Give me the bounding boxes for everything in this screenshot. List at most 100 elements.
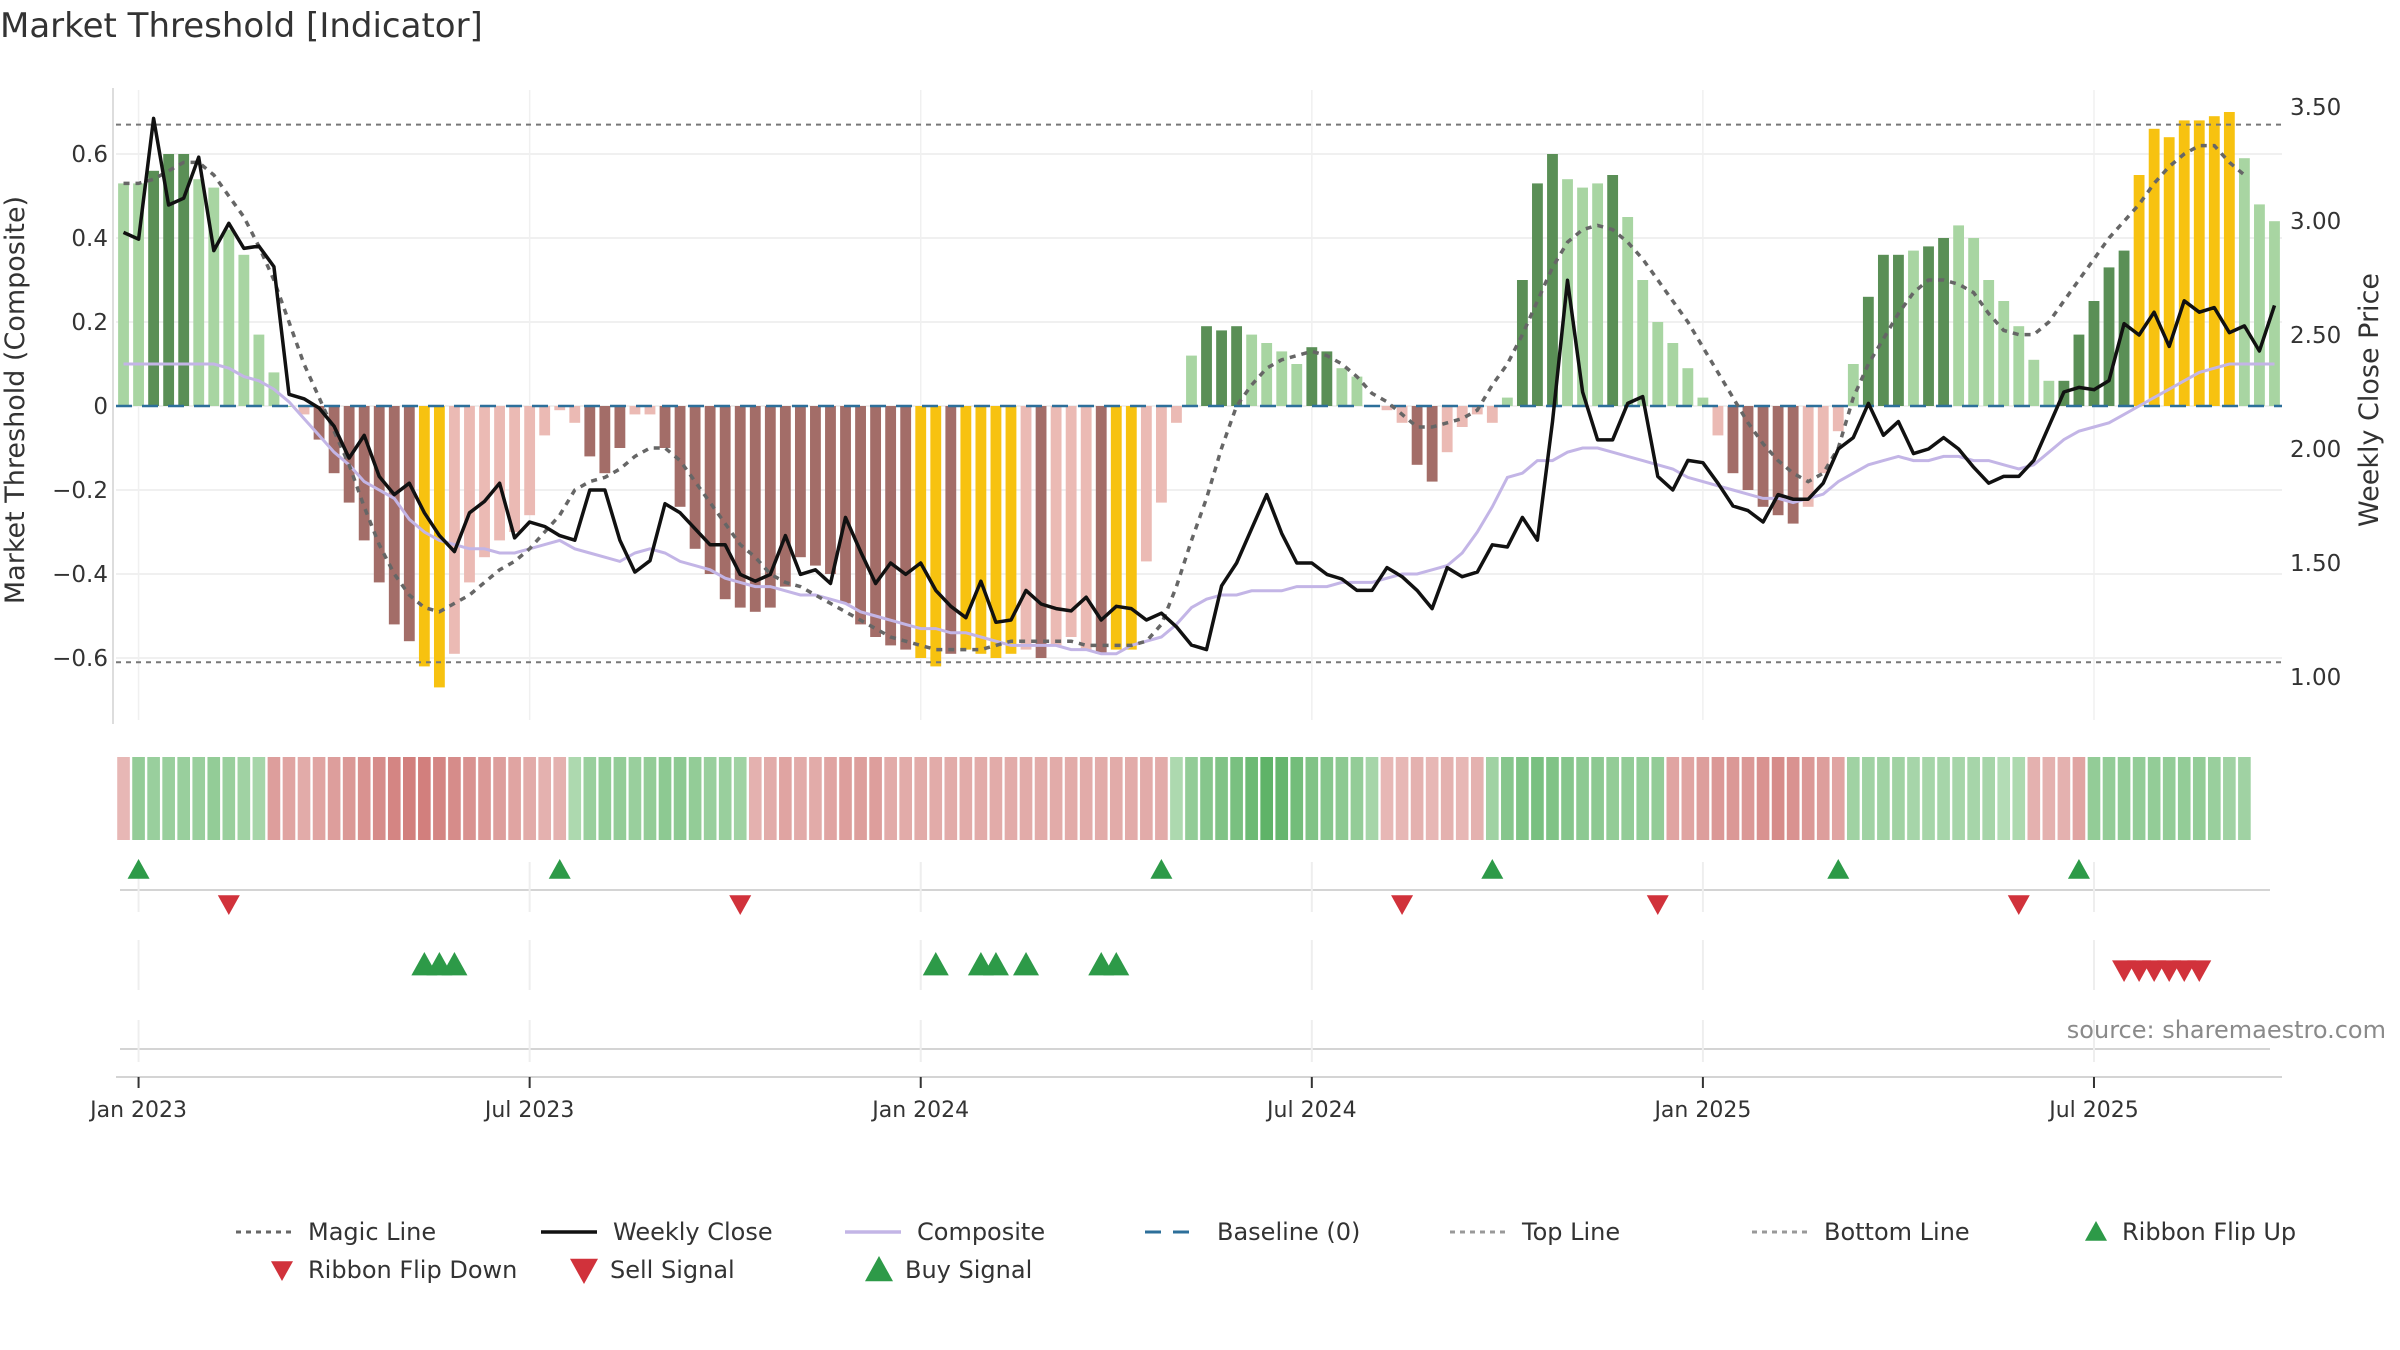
ribbon-cell <box>1576 757 1589 840</box>
composite-bar <box>1893 254 1904 406</box>
ribbon-cell <box>899 757 913 840</box>
ribbon-cell <box>748 757 762 840</box>
ribbon-flip-down-marker <box>217 895 240 915</box>
ribbon-cell <box>1320 757 1334 840</box>
sell-signal-marker <box>2172 960 2197 982</box>
composite-bar <box>2193 120 2205 407</box>
composite-bar <box>1532 183 1543 406</box>
ribbon-cell <box>2042 757 2056 840</box>
composite-bar <box>1953 225 1965 406</box>
composite-bar <box>1998 301 2010 406</box>
legend-label: Composite <box>917 1218 1045 1246</box>
composite-bar <box>1652 322 1664 406</box>
composite-bar <box>614 406 626 448</box>
ribbon-cell <box>327 757 341 840</box>
legend-label: Sell Signal <box>610 1256 735 1284</box>
ribbon-cell <box>568 757 582 840</box>
ribbon-cell <box>869 757 882 840</box>
composite-bar <box>433 406 445 688</box>
composite-bar <box>1005 406 1017 654</box>
composite-bar <box>885 406 897 646</box>
composite-bar <box>1276 351 1288 406</box>
composite-bar <box>674 406 686 507</box>
ribbon-cell <box>1155 757 1168 840</box>
composite-bar <box>1171 406 1182 423</box>
y-tick-label: −0.6 <box>52 646 108 672</box>
legend-label: Baseline (0) <box>1217 1218 1360 1246</box>
source-credit: source: sharemaestro.com <box>2066 1016 2386 1044</box>
ribbon-cell <box>1079 757 1093 840</box>
y-right-axis-title: Weekly Close Price <box>2354 273 2385 527</box>
ribbon-cell <box>1982 757 1996 840</box>
composite-bar <box>283 406 295 407</box>
ribbon-cell <box>1064 757 1078 840</box>
ribbon-cell <box>1245 757 1258 840</box>
ribbon-cell <box>809 757 822 840</box>
ribbon-cell <box>1455 757 1469 840</box>
composite-bar <box>1050 406 1062 646</box>
composite-bar <box>1381 406 1393 411</box>
ribbon-flip-down-marker <box>1391 895 1414 915</box>
weekly-close-line <box>122 116 2277 652</box>
composite-bar <box>148 170 160 406</box>
magic-line <box>123 143 2246 652</box>
ribbon-cell <box>2162 757 2176 840</box>
ribbon-cell <box>989 757 1003 840</box>
composite-bar <box>1231 326 1243 406</box>
composite-bar <box>2178 120 2190 407</box>
ribbon-cell <box>1260 757 1274 840</box>
series-lines <box>122 116 2277 656</box>
composite-bar <box>1697 397 1709 406</box>
legend-swatch <box>865 1256 893 1282</box>
composite-bar <box>689 406 701 549</box>
legend-label: Top Line <box>1521 1218 1620 1246</box>
composite-bar <box>1877 254 1889 406</box>
composite-bar <box>373 406 385 583</box>
composite-bar <box>1035 406 1047 658</box>
y-right-tick-label: 1.00 <box>2290 665 2341 691</box>
ribbon-cell <box>2177 757 2191 840</box>
composite-bar <box>2133 175 2145 406</box>
composite-bar <box>464 406 475 583</box>
legend-label: Ribbon Flip Down <box>308 1256 517 1284</box>
ribbon-cell <box>1425 757 1439 840</box>
composite-bar <box>1456 406 1468 427</box>
reference-lines <box>116 123 2282 664</box>
composite-bar <box>930 406 942 667</box>
composite-bar <box>509 406 521 532</box>
ribbon-cell <box>1170 757 1183 840</box>
ribbon-cell <box>914 757 928 840</box>
chart-title: Market Threshold [Indicator] <box>0 6 483 46</box>
ribbon-cell <box>613 757 627 840</box>
composite-bar <box>659 406 671 448</box>
composite-bar <box>900 406 912 650</box>
ribbon-cell <box>1636 757 1650 840</box>
composite-bar <box>2223 112 2235 406</box>
composite-bar <box>1667 343 1679 406</box>
ribbon-cell <box>1109 757 1123 840</box>
ribbon-cell <box>1801 757 1815 840</box>
ribbon-cell <box>1305 757 1319 840</box>
ribbon-cell <box>282 757 296 840</box>
composite-bar <box>1020 406 1032 650</box>
composite-bar <box>1411 406 1423 465</box>
composite-bar <box>1306 347 1318 406</box>
ribbon-cell <box>854 757 867 840</box>
ribbon-cell <box>463 757 476 840</box>
ribbon-cell <box>1831 757 1845 840</box>
ribbon-cell <box>252 757 266 840</box>
ribbon-flip-up-marker <box>127 859 150 879</box>
ribbon-cell <box>523 757 536 840</box>
ribbon-flip-up-marker <box>1827 859 1850 879</box>
composite-bar <box>599 406 611 474</box>
ribbon-cell <box>297 757 311 840</box>
legend-label: Bottom Line <box>1824 1218 1970 1246</box>
y-tick-label: 0.6 <box>71 142 108 168</box>
composite-bar <box>1547 154 1558 406</box>
ribbon-cell <box>1771 757 1785 840</box>
ribbon-cell <box>1937 757 1950 840</box>
ribbon-cell <box>267 757 281 840</box>
ribbon-cell <box>387 757 401 840</box>
composite-bar <box>118 183 129 406</box>
ribbon-cell <box>1140 757 1153 840</box>
